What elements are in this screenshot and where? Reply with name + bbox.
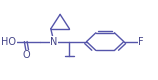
Text: O: O	[23, 50, 30, 60]
Text: F: F	[138, 37, 144, 47]
Text: N: N	[50, 37, 58, 47]
Text: HO: HO	[1, 37, 16, 47]
